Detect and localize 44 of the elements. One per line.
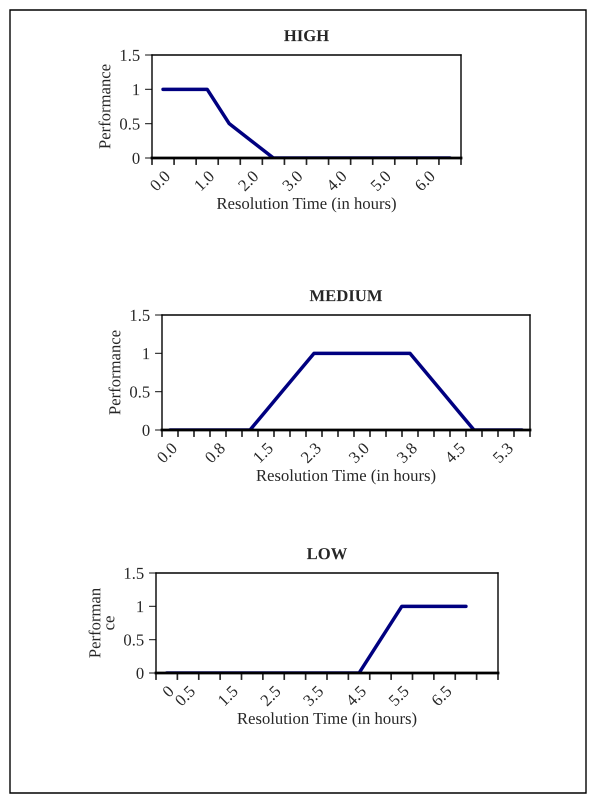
x-tick-label: 1.0 xyxy=(194,170,216,192)
x-tick-label: 3.5 xyxy=(302,684,324,707)
x-tick-label: 2.3 xyxy=(300,442,322,464)
x-tick-label: 0.5 xyxy=(174,684,196,707)
y-tick-label: 0 xyxy=(136,668,144,679)
x-tick-label: 6.0 xyxy=(414,170,436,192)
x-tick-label: 5.0 xyxy=(370,170,392,192)
x-tick-label: 2.0 xyxy=(237,170,260,192)
chart-title: LOW xyxy=(306,548,348,560)
y-tick-label: 0 xyxy=(142,424,150,436)
x-tick-label: 0 xyxy=(162,684,175,698)
x-tick-label: 5.3 xyxy=(492,442,514,464)
x-tick-label: 4.5 xyxy=(444,442,466,464)
x-tick-label: 2.5 xyxy=(260,684,282,707)
x-tick-label: 6.5 xyxy=(430,684,452,707)
y-tick-label: 0.5 xyxy=(130,386,150,398)
x-tick-label: 4.5 xyxy=(344,684,367,707)
y-axis-title: Performance xyxy=(98,64,110,149)
chart-title: HIGH xyxy=(284,30,329,42)
y-tick-label: 0 xyxy=(132,152,140,164)
x-tick-label: 3.8 xyxy=(396,442,418,464)
y-tick-label: 1.5 xyxy=(130,310,150,322)
y-tick-label: 1 xyxy=(137,601,144,612)
x-axis-title: Resolution Time (in hours) xyxy=(237,712,416,728)
y-tick-label: 0.5 xyxy=(120,118,140,130)
x-tick-label: 0.8 xyxy=(204,442,226,464)
y-tick-label: 1 xyxy=(143,348,150,360)
x-tick-label: 1.5 xyxy=(252,442,274,464)
x-tick-label: 1.5 xyxy=(218,684,239,706)
y-tick-label: 1.5 xyxy=(120,50,140,62)
x-tick-label: 0.0 xyxy=(156,442,178,464)
y-tick-label: 0.5 xyxy=(124,634,144,646)
x-tick-label: 3.0 xyxy=(282,170,304,192)
chart-title: MEDIUM xyxy=(310,290,382,302)
x-tick-label: 3.0 xyxy=(348,442,370,464)
x-tick-label: 0.0 xyxy=(149,170,171,192)
x-tick-label: 5.5 xyxy=(388,685,410,707)
y-axis-title: Performance xyxy=(108,330,120,415)
x-tick-label: 4.0 xyxy=(325,170,348,192)
y-tick-label: 1 xyxy=(133,84,140,96)
x-axis-title: Resolution Time (in hours) xyxy=(256,469,436,484)
y-axis-title: Performan ce xyxy=(88,588,114,658)
x-axis-title: Resolution Time (in hours) xyxy=(216,197,396,212)
y-tick-label: 1.5 xyxy=(124,568,144,580)
